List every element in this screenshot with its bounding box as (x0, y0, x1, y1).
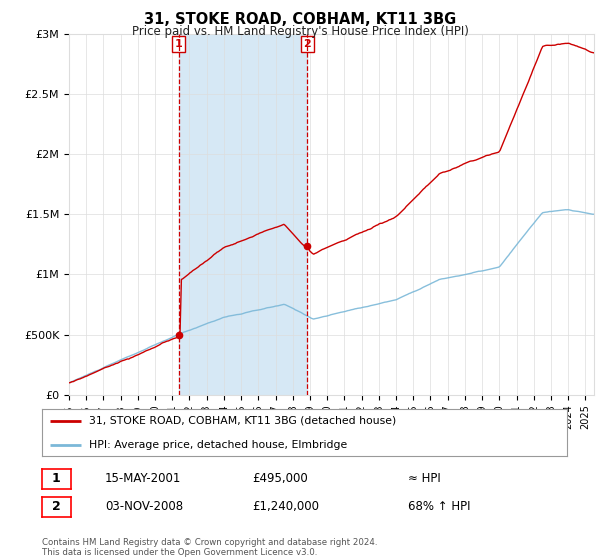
Bar (179, 34, 307, 395)
Text: £1,240,000: £1,240,000 (252, 500, 319, 514)
Text: £495,000: £495,000 (252, 472, 308, 486)
Text: 1: 1 (175, 39, 182, 49)
Text: 15-MAY-2001: 15-MAY-2001 (105, 472, 181, 486)
Text: 68% ↑ HPI: 68% ↑ HPI (408, 500, 470, 514)
Text: 2: 2 (52, 500, 61, 514)
Text: 03-NOV-2008: 03-NOV-2008 (105, 500, 183, 514)
Text: Price paid vs. HM Land Registry's House Price Index (HPI): Price paid vs. HM Land Registry's House … (131, 25, 469, 38)
Text: 31, STOKE ROAD, COBHAM, KT11 3BG: 31, STOKE ROAD, COBHAM, KT11 3BG (144, 12, 456, 27)
Text: 2: 2 (304, 39, 311, 49)
Text: HPI: Average price, detached house, Elmbridge: HPI: Average price, detached house, Elmb… (89, 440, 347, 450)
Text: 31, STOKE ROAD, COBHAM, KT11 3BG (detached house): 31, STOKE ROAD, COBHAM, KT11 3BG (detach… (89, 416, 397, 426)
Text: ≈ HPI: ≈ HPI (408, 472, 441, 486)
Text: Contains HM Land Registry data © Crown copyright and database right 2024.
This d: Contains HM Land Registry data © Crown c… (42, 538, 377, 557)
Text: 1: 1 (52, 472, 61, 486)
